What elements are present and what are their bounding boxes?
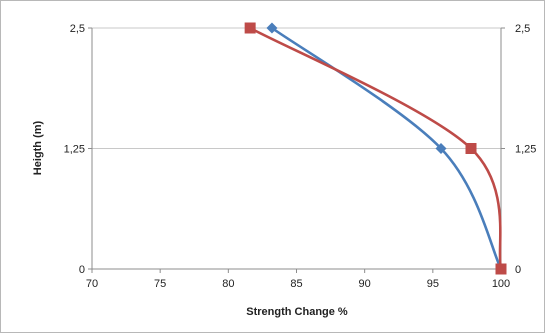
x-tick-label: 80 [222,278,234,290]
data-point-square [495,263,507,275]
data-point-square [465,143,477,154]
x-tick-label: 95 [427,278,439,290]
y-axis-ticks: 0 1,25 2,5 [64,23,92,276]
y-axis-title: Heigth (m) [32,120,44,175]
data-point-diamond [435,143,447,154]
series-group [244,22,507,275]
y-tick-label: 1,25 [64,144,85,156]
x-axis-ticks: 70 75 80 85 90 95 100 [86,269,510,290]
data-point-square [244,22,256,34]
x-tick-label: 70 [86,278,98,290]
x-axis-title: Strength Change % [246,306,348,318]
y-tick-label: 0 [79,264,85,276]
y-tick-label-right: 0 [515,264,521,276]
x-tick-label: 85 [290,278,302,290]
y-axis-ticks-right: 0 1,25 2,5 [501,23,536,276]
data-point-diamond [266,22,278,34]
gridlines [92,27,501,149]
series-line-1 [271,26,503,270]
x-tick-label: 90 [359,278,371,290]
y-tick-label-right: 2,5 [515,23,530,35]
y-tick-label: 2,5 [70,23,85,35]
y-tick-label-right: 1,25 [515,144,536,156]
x-tick-label: 75 [154,278,166,290]
x-tick-label: 100 [492,278,510,290]
series-line-2 [249,26,503,270]
